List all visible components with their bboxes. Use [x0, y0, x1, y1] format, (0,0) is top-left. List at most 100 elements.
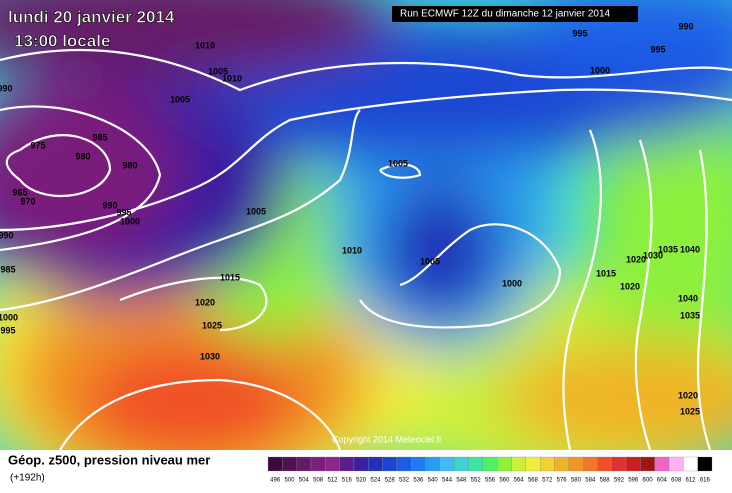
scale-swatch	[668, 456, 684, 472]
scale-label: 520	[356, 478, 367, 484]
isobar-label: 975	[30, 140, 45, 150]
isobar-label: 1020	[620, 281, 640, 291]
scale-label: 616	[700, 478, 711, 484]
run-label: Run ECMWF 12Z du dimanche 12 janvier 201…	[400, 9, 611, 20]
isobar-label: 1005	[420, 256, 440, 266]
scale-swatch	[582, 456, 598, 472]
scale-label: 556	[485, 478, 496, 484]
scale-swatch	[525, 456, 541, 472]
scale-label: 516	[342, 478, 353, 484]
scale-swatch	[568, 456, 584, 472]
scale-label: 560	[499, 478, 510, 484]
scale-swatch	[497, 456, 512, 472]
scale-swatch	[597, 456, 612, 472]
isobar-label: 1005	[388, 158, 408, 168]
scale-label: 612	[686, 478, 697, 484]
isobar-label: 1010	[342, 245, 362, 255]
scale-label: 588	[600, 478, 611, 484]
isobar-label: 980	[75, 151, 90, 161]
scale-swatch	[539, 456, 555, 472]
scale-swatch	[325, 456, 340, 472]
run-box	[392, 6, 638, 22]
scale-label: 572	[542, 478, 553, 484]
isobar-label: 1020	[195, 297, 215, 307]
isobar-label: 985	[0, 264, 15, 274]
scale-swatch	[511, 456, 526, 472]
scale-swatch	[368, 456, 383, 472]
isobar-label: 990	[0, 83, 13, 93]
isobar-label: 1025	[202, 320, 222, 330]
isobar-label: 1010	[222, 73, 242, 83]
scale-swatch	[339, 456, 355, 472]
isobar-label: 1015	[220, 272, 240, 282]
scale-label: 512	[327, 478, 338, 484]
scale-swatch	[396, 456, 412, 472]
scale-label: 580	[571, 478, 582, 484]
scale-swatch	[683, 456, 698, 472]
isobar-label: 1000	[502, 278, 522, 288]
isobar-label: 1005	[170, 94, 190, 104]
scale-swatch	[482, 456, 498, 472]
scale-swatch	[382, 456, 398, 472]
scale-label: 584	[585, 478, 596, 484]
scale-label: 600	[643, 478, 654, 484]
isobar-label: 1000	[590, 65, 610, 75]
isobar-label: 985	[92, 132, 107, 142]
scale-swatch	[439, 456, 455, 472]
isobar-label: 980	[122, 160, 137, 170]
scale-swatch	[310, 456, 326, 472]
scale-swatch	[296, 456, 312, 472]
scale-swatch	[353, 456, 369, 472]
scale-label: 576	[557, 478, 568, 484]
color-scale: 496 500 504 508 512 516 520 524 528 532 536 540 544 5…	[267, 456, 713, 484]
scale-label: 592	[614, 478, 625, 484]
scale-label: 548	[456, 478, 467, 484]
isobar-label: 1020	[678, 390, 698, 400]
scale-label: 568	[528, 478, 539, 484]
scale-swatch	[267, 456, 283, 472]
scale-swatch	[625, 456, 641, 472]
time-label: 13:00 locale	[14, 31, 110, 50]
scale-label: 564	[514, 478, 525, 484]
scale-label: 596	[628, 478, 639, 484]
isobar-label: 970	[20, 196, 35, 206]
isobar-label: 1010	[195, 40, 215, 50]
isobar-label: 1035	[658, 244, 678, 254]
isobars	[0, 48, 732, 450]
isobar-label: 995	[650, 44, 665, 54]
scale-label: 604	[657, 478, 668, 484]
scale-label: 540	[428, 478, 439, 484]
scale-label: 532	[399, 478, 410, 484]
scale-label: 528	[385, 478, 396, 484]
isobar-label: 1005	[246, 206, 266, 216]
scale-swatch	[697, 456, 713, 472]
isobar-label: 990	[0, 230, 14, 240]
scale-label: 508	[313, 478, 324, 484]
scale-swatch	[554, 456, 569, 472]
isobar-label: 965	[12, 187, 27, 197]
scale-swatch	[611, 456, 627, 472]
isobar-label: 990	[102, 200, 117, 210]
isobar-label: 1040	[680, 244, 700, 254]
scale-label: 524	[370, 478, 381, 484]
isobar-label: 995	[572, 28, 587, 38]
isobar-label: 1040	[678, 293, 698, 303]
legend-subtitle: (+192h)	[10, 473, 45, 484]
scale-label: 544	[442, 478, 453, 484]
scale-swatch	[411, 456, 426, 472]
scale-label: 500	[284, 478, 295, 484]
isobar-label: 995	[0, 325, 15, 335]
legend-title: Géop. z500, pression niveau mer	[8, 452, 210, 467]
scale-label: 552	[471, 478, 482, 484]
isobar-label: 1015	[596, 268, 616, 278]
isobar-label: 1035	[680, 310, 700, 320]
isobar-label: 1030	[643, 250, 663, 260]
scale-swatch	[454, 456, 469, 472]
scale-label: 608	[671, 478, 682, 484]
isobar-label: 995	[116, 207, 131, 217]
scale-swatch	[468, 456, 483, 472]
scale-label: 496	[270, 478, 281, 484]
